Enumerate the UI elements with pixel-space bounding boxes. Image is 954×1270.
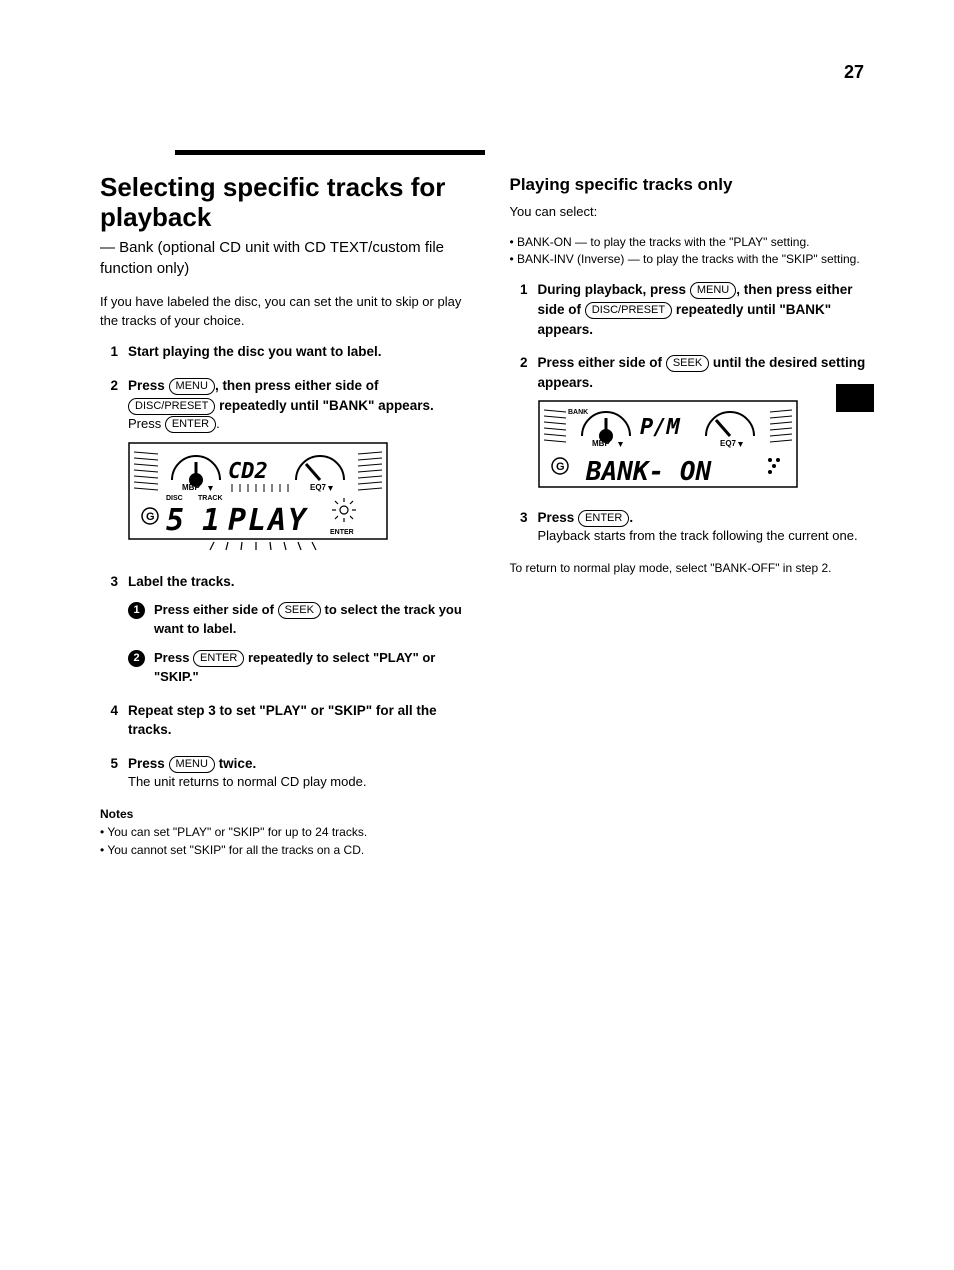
section-divider: [175, 150, 485, 155]
svg-text:EQ7: EQ7: [310, 483, 327, 492]
right-step-2: Press either side of SEEK until the desi…: [510, 353, 875, 494]
svg-text:1: 1: [202, 503, 220, 538]
intro-text: If you have labeled the disc, you can se…: [100, 293, 465, 331]
notes: Notes • You can set "PLAY" or "SKIP" for…: [100, 806, 465, 859]
seek-button-label: SEEK: [666, 355, 709, 372]
lcd-svg: MBP EQ7 CD2: [128, 442, 388, 552]
substep-bullet: 2: [128, 650, 145, 667]
svg-text:EQ7: EQ7: [720, 439, 737, 448]
enter-button-label: ENTER: [165, 416, 216, 433]
lcd-svg-2: BANK MBP: [538, 400, 798, 488]
substep-bullet: 1: [128, 602, 145, 619]
svg-text:P/M: P/M: [640, 415, 680, 440]
notes-label: Notes: [100, 806, 465, 823]
step-subline: Playback starts from the track following…: [538, 527, 875, 546]
step-text: Repeat step 3 to set "PLAY" or "SKIP" fo…: [128, 703, 437, 738]
disc-preset-button-label: DISC/PRESET: [128, 398, 215, 415]
right-step-1: During playback, press MENU, then press …: [510, 280, 875, 339]
svg-text:G: G: [146, 511, 155, 523]
step-5: Press MENU twice. The unit returns to no…: [100, 754, 465, 792]
lcd-display-1: MBP EQ7 CD2: [128, 442, 388, 558]
svg-text:PLAY: PLAY: [228, 503, 308, 538]
right-column: Playing specific tracks only You can sel…: [510, 173, 875, 859]
menu-button-label: MENU: [169, 756, 215, 773]
step-1: Start playing the disc you want to label…: [100, 342, 465, 362]
svg-text:ENTER: ENTER: [330, 529, 354, 536]
step-text: Press ENTER.: [538, 510, 634, 525]
page: 27 Selecting specific tracks for playbac…: [0, 0, 954, 889]
enter-button-label: ENTER: [193, 650, 244, 667]
right-footer: To return to normal play mode, select "B…: [510, 560, 875, 577]
menu-button-label: MENU: [690, 282, 736, 299]
step-header: Label the tracks.: [128, 574, 235, 589]
section-title: Selecting specific tracks for playback: [100, 173, 465, 233]
right-step-3: Press ENTER. Playback starts from the tr…: [510, 508, 875, 546]
seek-button-label: SEEK: [278, 602, 321, 619]
step-text: Press MENU twice.: [128, 756, 256, 771]
svg-text:MBP: MBP: [592, 439, 610, 448]
page-number: 27: [844, 60, 864, 85]
substep-1: 1 Press either side of SEEK to select th…: [128, 601, 465, 639]
right-intro: You can select:: [510, 203, 875, 222]
step-text: Start playing the disc you want to label…: [128, 344, 382, 359]
svg-text:BANK- ON: BANK- ON: [585, 457, 712, 487]
steps-list: Start playing the disc you want to label…: [100, 342, 465, 792]
svg-text:BANK: BANK: [568, 409, 588, 416]
enter-button-label: ENTER: [578, 510, 629, 527]
step-subline: The unit returns to normal CD play mode.: [128, 773, 465, 792]
content-columns: Selecting specific tracks for playback —…: [80, 173, 874, 859]
substeps: 1 Press either side of SEEK to select th…: [128, 601, 465, 686]
lcd-display-2: BANK MBP: [538, 400, 798, 494]
svg-text:CD2: CD2: [228, 459, 268, 484]
step-text: Press either side of SEEK until the desi…: [538, 355, 866, 390]
step-3: Label the tracks. 1 Press either side of…: [100, 572, 465, 687]
step-subline: Press ENTER.: [128, 415, 465, 434]
menu-button-label: MENU: [169, 378, 215, 395]
left-column: Selecting specific tracks for playback —…: [100, 173, 465, 859]
svg-text:DISC: DISC: [166, 495, 183, 502]
svg-text:G: G: [556, 461, 565, 473]
substep-2: 2 Press ENTER repeatedly to select "PLAY…: [128, 649, 465, 687]
svg-text:MBP: MBP: [182, 483, 200, 492]
notes-body: • You can set "PLAY" or "SKIP" for up to…: [100, 825, 367, 857]
right-bullets: • BANK-ON — to play the tracks with the …: [510, 234, 875, 269]
right-steps: During playback, press MENU, then press …: [510, 280, 875, 546]
svg-text:TRACK: TRACK: [198, 495, 223, 502]
step-text: Press MENU, then press either side of DI…: [128, 378, 434, 413]
svg-text:5: 5: [166, 503, 184, 538]
disc-preset-button-label: DISC/PRESET: [585, 302, 672, 319]
section-subtitle: — Bank (optional CD unit with CD TEXT/cu…: [100, 237, 465, 279]
step-2: Press MENU, then press either side of DI…: [100, 376, 465, 558]
step-4: Repeat step 3 to set "PLAY" or "SKIP" fo…: [100, 701, 465, 740]
step-text: During playback, press MENU, then press …: [538, 282, 853, 336]
right-heading: Playing specific tracks only: [510, 173, 875, 197]
